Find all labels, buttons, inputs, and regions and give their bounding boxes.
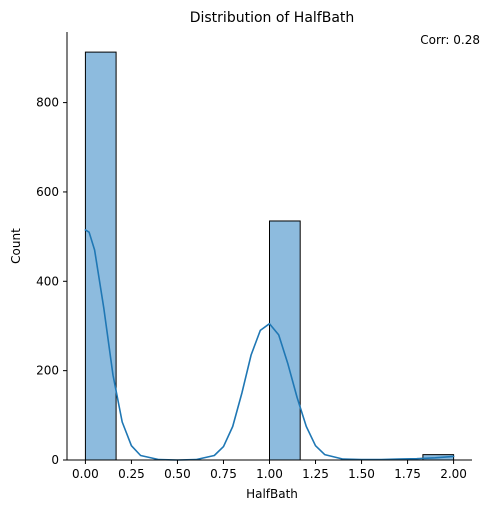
- correlation-annotation: Corr: 0.28: [420, 33, 480, 47]
- x-tick-label: 0.00: [72, 467, 99, 481]
- x-tick-label: 2.00: [440, 467, 467, 481]
- x-axis-label: HalfBath: [246, 487, 298, 501]
- x-tick-label: 0.75: [210, 467, 237, 481]
- y-tick-label: 800: [36, 96, 59, 110]
- bars-layer: [84, 51, 455, 461]
- histogram-bar-0: [84, 51, 117, 461]
- x-tick-label: 1.50: [348, 467, 375, 481]
- chart-title: Distribution of HalfBath: [190, 10, 355, 26]
- y-tick-label: 600: [36, 185, 59, 199]
- x-tick-label: 1.75: [394, 467, 421, 481]
- x-tick-label: 1.25: [302, 467, 329, 481]
- x-tick-label: 0.50: [164, 467, 191, 481]
- axes-layer: 0.00 0.25 0.50 0.75 1.00 1.25 1.50 1.75 2.00 0 200…: [36, 32, 472, 481]
- y-axis-label: Count: [9, 228, 23, 264]
- x-tick-label: 0.25: [118, 467, 145, 481]
- y-tick-label: 400: [36, 274, 59, 288]
- y-tick-label: 200: [36, 364, 59, 378]
- x-tick-label: 1.00: [256, 467, 283, 481]
- y-tick-label: 0: [51, 453, 59, 467]
- histogram-bar-1: [269, 220, 301, 461]
